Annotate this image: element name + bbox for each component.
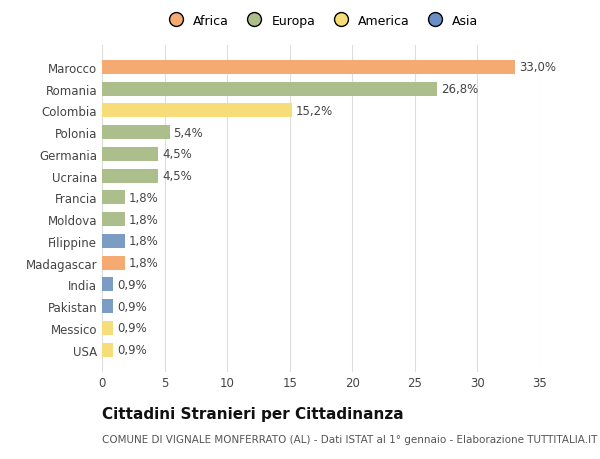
- Text: 4,5%: 4,5%: [162, 170, 192, 183]
- Bar: [102, 147, 158, 162]
- Text: 0,9%: 0,9%: [117, 300, 147, 313]
- Text: 0,9%: 0,9%: [117, 343, 147, 356]
- Bar: [102, 61, 515, 75]
- Bar: [102, 83, 437, 96]
- Bar: [102, 343, 113, 357]
- Bar: [102, 299, 113, 313]
- Text: 5,4%: 5,4%: [173, 126, 203, 140]
- Bar: [102, 213, 125, 227]
- Text: 4,5%: 4,5%: [162, 148, 192, 161]
- Bar: [102, 256, 125, 270]
- Bar: [102, 104, 292, 118]
- Bar: [102, 191, 125, 205]
- Text: 15,2%: 15,2%: [296, 105, 333, 118]
- Text: COMUNE DI VIGNALE MONFERRATO (AL) - Dati ISTAT al 1° gennaio - Elaborazione TUTT: COMUNE DI VIGNALE MONFERRATO (AL) - Dati…: [102, 434, 598, 444]
- Text: 1,8%: 1,8%: [128, 257, 158, 269]
- Bar: [102, 169, 158, 183]
- Text: 0,9%: 0,9%: [117, 278, 147, 291]
- Text: Cittadini Stranieri per Cittadinanza: Cittadini Stranieri per Cittadinanza: [102, 406, 404, 421]
- Text: 1,8%: 1,8%: [128, 191, 158, 204]
- Text: 1,8%: 1,8%: [128, 235, 158, 248]
- Text: 33,0%: 33,0%: [519, 62, 556, 74]
- Bar: [102, 126, 170, 140]
- Bar: [102, 321, 113, 335]
- Legend: Africa, Europa, America, Asia: Africa, Europa, America, Asia: [163, 15, 479, 28]
- Text: 0,9%: 0,9%: [117, 322, 147, 335]
- Text: 26,8%: 26,8%: [441, 83, 478, 96]
- Bar: [102, 235, 125, 248]
- Bar: [102, 278, 113, 292]
- Text: 1,8%: 1,8%: [128, 213, 158, 226]
